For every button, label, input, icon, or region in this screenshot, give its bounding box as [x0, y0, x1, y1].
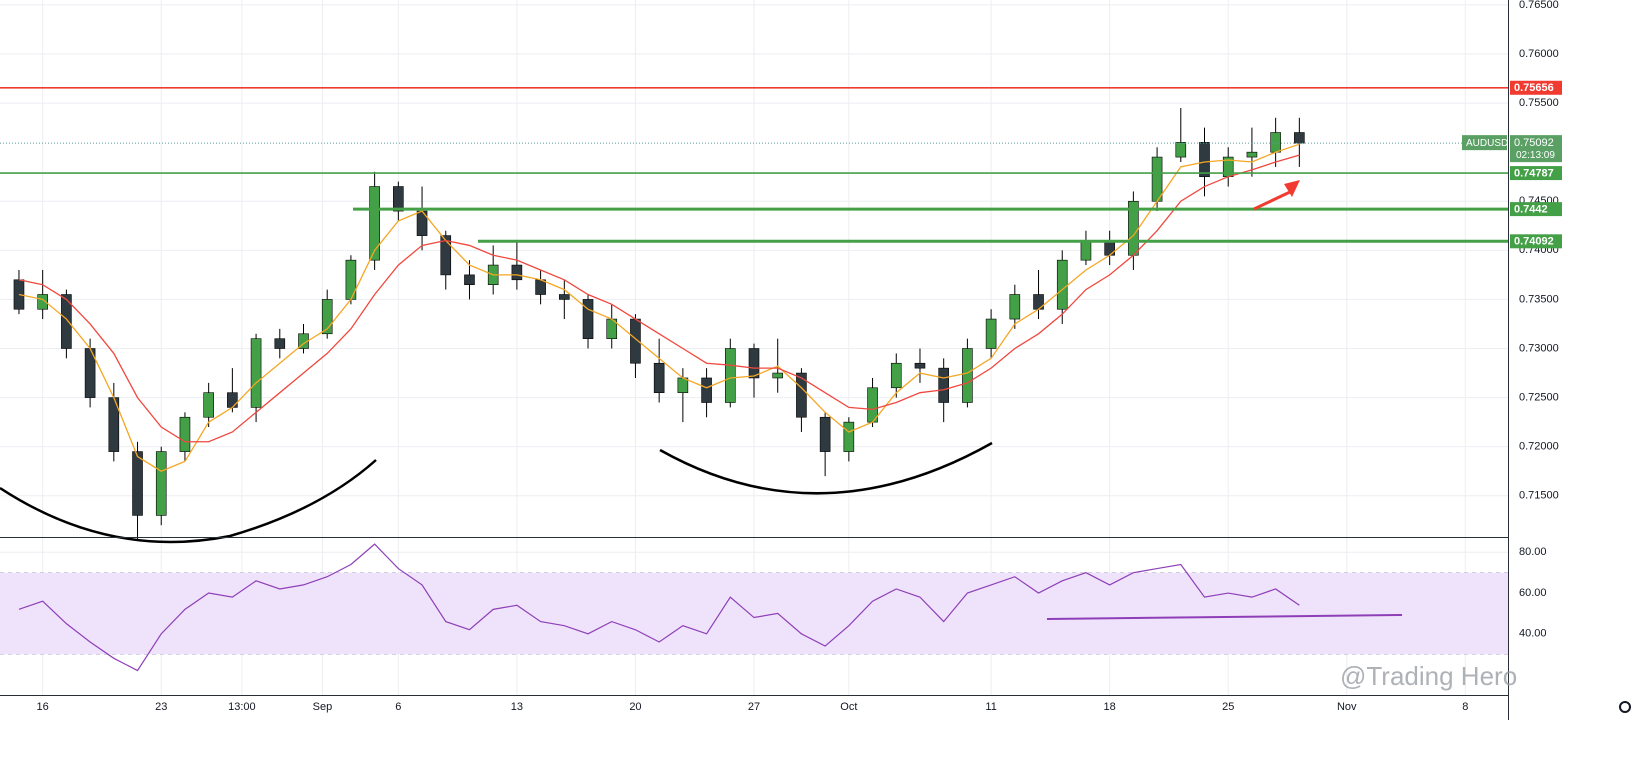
x-tick-label: Sep: [313, 701, 333, 713]
level-label: 0.75656: [1514, 82, 1554, 94]
candle-body: [701, 377, 712, 403]
x-tick-label: 18: [1104, 701, 1116, 713]
x-tick-label: 6: [395, 701, 401, 713]
candle-body: [203, 392, 214, 418]
level-label-bg: [1510, 202, 1562, 217]
candle-body: [393, 186, 404, 212]
countdown-label: 02:13:09: [1516, 150, 1555, 161]
gear[interactable]: [1619, 701, 1631, 713]
axis-labels: 16 23 13:00 Sep 6 13 20 27 Oct 11 18 25 Nov 8 0.76500 0…: [37, 0, 1562, 713]
candle-body: [1009, 294, 1021, 320]
candle-body: [179, 416, 191, 452]
y-tick-label: 0.73500: [1519, 293, 1559, 305]
candle-body: [1080, 240, 1092, 261]
symbol-label-bg: [1462, 135, 1507, 151]
candle-body: [321, 299, 333, 335]
level-label: 0.74092: [1514, 236, 1554, 248]
y-tick-label: 0.74000: [1519, 244, 1559, 256]
y-tick-label: 60.00: [1519, 587, 1547, 599]
candle-body: [985, 318, 997, 349]
arc: [659, 441, 993, 495]
candle-body: [796, 372, 807, 418]
candle-body: [369, 186, 380, 261]
candle-body: [250, 338, 262, 408]
y-tick-label: 0.73000: [1519, 342, 1559, 354]
y-tick-label: 80.00: [1519, 546, 1547, 558]
level-label: 0.7442: [1514, 204, 1548, 216]
y-tick-label: 0.72500: [1519, 392, 1559, 404]
moving-average: [18, 154, 1300, 443]
level-label-bg: [1510, 166, 1562, 181]
candle-body: [938, 367, 949, 403]
candle-body: [1246, 151, 1258, 158]
candle-body: [843, 421, 855, 452]
x-tick-label: 11: [985, 701, 996, 713]
y-tick-label: 40.00: [1519, 628, 1547, 640]
candle-body: [155, 451, 167, 516]
last-price-bg: [1510, 135, 1562, 163]
candle-body: [582, 299, 594, 339]
last-price-label: 0.75092: [1514, 137, 1554, 149]
candle-body: [37, 294, 48, 310]
candle-body: [748, 348, 760, 379]
arrow-head: [1284, 180, 1300, 197]
arrow: [1253, 190, 1291, 211]
x-tick-label: 13:00: [228, 701, 256, 713]
moving-average: [18, 143, 1300, 472]
x-tick-label: 27: [748, 701, 760, 713]
candle-body: [440, 235, 452, 276]
y-tick-label: 0.76500: [1519, 0, 1559, 11]
level-label-bg: [1510, 80, 1562, 95]
x-tick-label: 16: [37, 701, 49, 713]
x-tick-label: 23: [155, 701, 167, 713]
candle-body: [1151, 156, 1163, 202]
candle-body: [962, 348, 973, 403]
x-tick-label: 20: [629, 701, 641, 713]
rsi-band: [0, 572, 1508, 655]
candle-body: [890, 362, 902, 389]
x-tick-label: Nov: [1337, 701, 1357, 713]
trendline: [1046, 614, 1403, 620]
candle-body: [1270, 132, 1281, 153]
x-tick-label: 13: [511, 701, 523, 713]
y-tick-label: 0.71500: [1519, 490, 1559, 502]
candle-body: [535, 279, 546, 295]
x-tick-label: 25: [1222, 701, 1234, 713]
symbol-label: AUDUSD: [1466, 138, 1508, 149]
candle-body: [559, 294, 570, 300]
candle-body: [653, 362, 665, 393]
y-tick-label: 0.72000: [1519, 441, 1559, 453]
level-label-bg: [1510, 234, 1562, 249]
settings-icon[interactable]: [1619, 701, 1631, 713]
candle-body: [677, 377, 689, 393]
watermark: @Trading Hero: [1340, 661, 1517, 691]
x-tick-label: 8: [1462, 701, 1468, 713]
candle-body: [1056, 259, 1068, 310]
y-tick-label: 0.75500: [1519, 97, 1559, 109]
candle-body: [819, 416, 831, 452]
candle-body: [772, 372, 784, 379]
y-tick-label: 0.76000: [1519, 48, 1559, 60]
candle-body: [724, 348, 736, 403]
candle-body: [1175, 142, 1187, 158]
candle-body: [227, 392, 238, 408]
plot: [0, 86, 1508, 672]
x-tick-label: Oct: [840, 701, 857, 713]
candle-body: [1294, 132, 1305, 144]
candle-body: [914, 362, 926, 369]
candle-body: [61, 294, 72, 349]
level-label: 0.74787: [1514, 167, 1554, 179]
rsi-line: [18, 543, 1300, 672]
candle-body: [464, 274, 475, 285]
candle-body: [132, 451, 143, 516]
candle-body: [1199, 142, 1210, 178]
candle-body: [511, 264, 523, 281]
candle-body: [274, 338, 286, 349]
